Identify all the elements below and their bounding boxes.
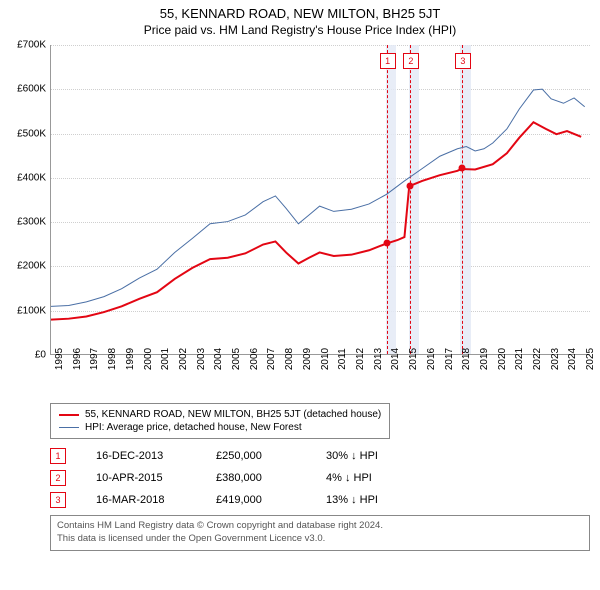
sale-marker-dot — [383, 240, 390, 247]
x-axis-label: 2022 — [532, 348, 543, 370]
sale-row-badge: 3 — [50, 492, 66, 508]
sales-table: 1 16-DEC-2013 £250,000 30% ↓ HPI 2 10-APR-201… — [50, 445, 590, 511]
sale-row-diff: 4% ↓ HPI — [326, 472, 426, 484]
sale-marker-dot — [406, 182, 413, 189]
sale-marker-line — [462, 45, 463, 354]
gridline — [51, 178, 590, 179]
x-axis-label: 2006 — [249, 348, 260, 370]
x-axis-label: 2002 — [178, 348, 189, 370]
footer-line-1: Contains HM Land Registry data © Crown c… — [57, 520, 583, 533]
legend-item-blue: HPI: Average price, detached house, New … — [59, 421, 381, 434]
gridline — [51, 266, 590, 267]
chart-area: £0£100K£200K£300K£400K£500K£600K£700K 12… — [0, 41, 600, 401]
sale-marker-badge: 2 — [403, 53, 419, 69]
sale-row-date: 16-MAR-2018 — [96, 494, 186, 506]
sale-marker-line — [410, 45, 411, 354]
x-axis-label: 1995 — [54, 348, 65, 370]
x-axis-label: 2007 — [266, 348, 277, 370]
x-axis-label: 2021 — [514, 348, 525, 370]
sale-row-diff: 13% ↓ HPI — [326, 494, 426, 506]
series-blue — [51, 89, 585, 306]
x-axis-label: 2000 — [143, 348, 154, 370]
x-axis-label: 1996 — [72, 348, 83, 370]
sale-row-date: 10-APR-2015 — [96, 472, 186, 484]
gridline — [51, 311, 590, 312]
x-axis-label: 2015 — [408, 348, 419, 370]
x-axis-label: 2016 — [426, 348, 437, 370]
x-axis-label: 2008 — [284, 348, 295, 370]
x-axis-label: 1998 — [107, 348, 118, 370]
x-axis-label: 2025 — [585, 348, 596, 370]
sale-row-price: £419,000 — [216, 494, 296, 506]
sale-row-price: £380,000 — [216, 472, 296, 484]
gridline — [51, 134, 590, 135]
series-red — [51, 122, 581, 319]
y-axis-label: £200K — [17, 261, 46, 272]
x-axis-label: 2013 — [373, 348, 384, 370]
y-axis-label: £400K — [17, 172, 46, 183]
x-axis-label: 1997 — [89, 348, 100, 370]
chart-title: 55, KENNARD ROAD, NEW MILTON, BH25 5JT — [0, 0, 600, 21]
gridline — [51, 89, 590, 90]
x-axis-label: 2019 — [479, 348, 490, 370]
y-axis-label: £300K — [17, 217, 46, 228]
sales-row: 3 16-MAR-2018 £419,000 13% ↓ HPI — [50, 489, 590, 511]
y-axis-label: £600K — [17, 84, 46, 95]
x-axis-label: 2018 — [461, 348, 472, 370]
x-axis-label: 2012 — [355, 348, 366, 370]
sale-marker-line — [387, 45, 388, 354]
gridline — [51, 45, 590, 46]
legend-label-blue: HPI: Average price, detached house, New … — [85, 422, 302, 433]
y-axis-label: £100K — [17, 305, 46, 316]
legend-label-red: 55, KENNARD ROAD, NEW MILTON, BH25 5JT (… — [85, 409, 381, 420]
sale-marker-dot — [458, 165, 465, 172]
x-axis-label: 2003 — [196, 348, 207, 370]
sale-row-date: 16-DEC-2013 — [96, 450, 186, 462]
legend-swatch-red — [59, 414, 79, 416]
x-axis-label: 2010 — [320, 348, 331, 370]
attribution-footer: Contains HM Land Registry data © Crown c… — [50, 515, 590, 551]
footer-line-2: This data is licensed under the Open Gov… — [57, 533, 583, 546]
series-svg — [51, 45, 590, 354]
plot-region: 12 3 — [50, 45, 590, 355]
legend: 55, KENNARD ROAD, NEW MILTON, BH25 5JT (… — [50, 403, 390, 439]
sales-row: 1 16-DEC-2013 £250,000 30% ↓ HPI — [50, 445, 590, 467]
gridline — [51, 222, 590, 223]
x-axis-label: 2017 — [444, 348, 455, 370]
x-axis-label: 1999 — [125, 348, 136, 370]
y-axis-label: £500K — [17, 128, 46, 139]
chart-subtitle: Price paid vs. HM Land Registry's House … — [0, 21, 600, 41]
sale-row-diff: 30% ↓ HPI — [326, 450, 426, 462]
y-axis-label: £0 — [35, 350, 46, 361]
x-axis-label: 2009 — [302, 348, 313, 370]
sale-row-price: £250,000 — [216, 450, 296, 462]
x-axis-label: 2005 — [231, 348, 242, 370]
x-axis-label: 2011 — [337, 348, 348, 370]
x-axis-label: 2023 — [550, 348, 561, 370]
x-axis-label: 2004 — [213, 348, 224, 370]
sale-row-badge: 1 — [50, 448, 66, 464]
legend-item-red: 55, KENNARD ROAD, NEW MILTON, BH25 5JT (… — [59, 408, 381, 421]
y-axis-label: £700K — [17, 40, 46, 51]
legend-swatch-blue — [59, 427, 79, 428]
x-axis-label: 2014 — [390, 348, 401, 370]
x-axis-label: 2024 — [567, 348, 578, 370]
x-axis-label: 2001 — [160, 348, 171, 370]
x-axis-label: 2020 — [497, 348, 508, 370]
sales-row: 2 10-APR-2015 £380,000 4% ↓ HPI — [50, 467, 590, 489]
sale-marker-badge: 1 — [380, 53, 396, 69]
sale-row-badge: 2 — [50, 470, 66, 486]
sale-marker-badge: 3 — [455, 53, 471, 69]
